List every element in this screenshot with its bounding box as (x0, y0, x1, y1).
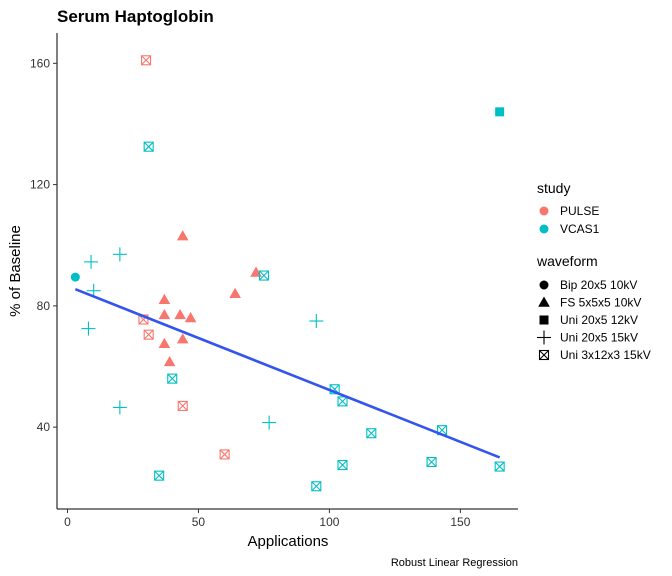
legend-study-label: PULSE (560, 204, 599, 218)
x-tick-label: 100 (319, 515, 339, 529)
data-point (154, 470, 165, 481)
legend-study-key (539, 224, 549, 234)
data-point (337, 459, 348, 471)
data-point (158, 337, 171, 348)
legend-waveform-key (538, 296, 550, 307)
data-point (143, 141, 154, 152)
y-tick-label: 40 (37, 420, 51, 434)
legend-study-title: study (537, 180, 570, 196)
data-point (258, 270, 269, 281)
legend-waveform-key (539, 280, 549, 290)
data-point (177, 400, 188, 411)
data-point (158, 308, 171, 320)
regression-line (74, 287, 501, 459)
x-tick-label: 50 (192, 515, 206, 529)
data-point (84, 254, 99, 269)
data-point (494, 461, 505, 472)
legend-study-key (539, 206, 549, 216)
data-point (495, 107, 505, 117)
data-point (167, 373, 178, 384)
x-axis-title: Applications (248, 533, 329, 550)
data-point (70, 272, 80, 282)
data-point (141, 55, 152, 66)
chart-title: Serum Haptoglobin (57, 7, 214, 26)
data-point (176, 333, 189, 344)
data-point (81, 321, 96, 336)
y-tick-label: 80 (37, 299, 51, 313)
data-point (174, 308, 186, 320)
legend-waveform-title: waveform (536, 253, 598, 269)
y-axis-title: % of Baseline (7, 225, 24, 317)
data-point (426, 456, 437, 468)
legend-waveform-label: Uni 20x5 15kV (560, 331, 638, 345)
data-point (158, 293, 171, 305)
legend-waveform-label: Uni 3x12x3 15kV (560, 348, 651, 362)
data-point (337, 396, 348, 407)
x-tick-label: 0 (64, 515, 71, 529)
chart-caption: Robust Linear Regression (391, 557, 518, 569)
plot-area (70, 55, 505, 492)
legend-waveform-key (537, 330, 551, 345)
y-tick-label: 120 (30, 178, 50, 192)
data-point (366, 428, 377, 439)
y-tick-label: 160 (30, 56, 50, 70)
legend: study PULSE VCAS1 waveform Bip 20x5 10kV FS 5… (536, 180, 651, 362)
data-point (112, 247, 127, 262)
legend-waveform-label: Bip 20x5 10kV (560, 278, 637, 292)
data-point (311, 481, 322, 492)
data-point (309, 314, 324, 329)
legend-waveform-label: FS 5x5x5 10kV (560, 296, 641, 310)
data-point (143, 329, 154, 340)
data-point (176, 230, 189, 241)
legend-study-label: VCAS1 (560, 222, 600, 236)
legend-waveform-key (538, 349, 550, 361)
data-point (229, 287, 241, 298)
legend-waveform-key (539, 315, 549, 325)
data-point (184, 311, 197, 323)
data-point (219, 449, 230, 460)
legend-waveform-label: Uni 20x5 12kV (560, 313, 638, 327)
data-point (163, 355, 176, 367)
data-point (262, 415, 277, 430)
axes: 0 50 100 150 40 80 120 160 (30, 33, 518, 529)
x-tick-label: 150 (450, 515, 470, 529)
data-point (112, 400, 127, 415)
